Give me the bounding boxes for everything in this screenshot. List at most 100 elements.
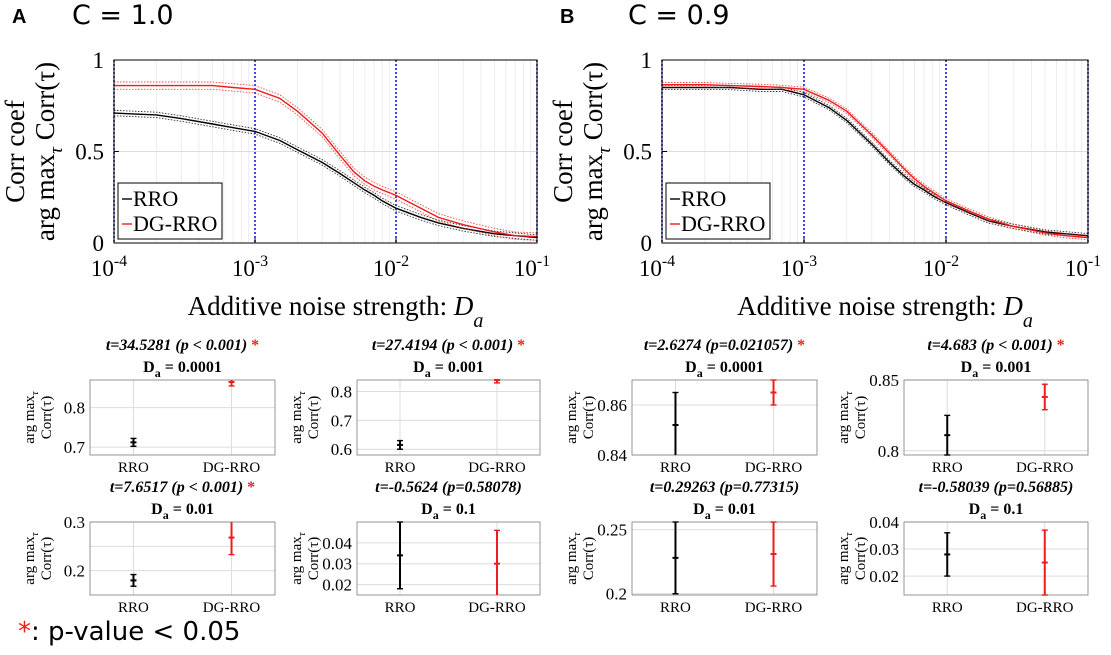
series-rro-upper-band [113, 109, 538, 236]
x-axis-label-subscript: a [473, 310, 483, 332]
subplot-x-label-dg-rro: DG-RRO [745, 460, 803, 476]
x-axis-label-text: Additive noise strength: [188, 291, 454, 321]
subplot-frame [631, 379, 818, 456]
subplot-y-label-line1: arg maxτ [564, 390, 583, 443]
x-tick-exponent: -3 [804, 253, 817, 270]
subplot-y-label-line1: arg maxτ [22, 531, 41, 584]
series-dgrro-lower-band [114, 88, 538, 241]
subplot-title-da-value: = 0.1 [986, 501, 1023, 518]
legend-entry: RRO [133, 186, 178, 211]
subplot-title-da-symbol: D [413, 359, 425, 376]
x-tick-label: 10-1 [1065, 253, 1101, 281]
subplot-y-label-line2: Corr(τ) [581, 537, 597, 581]
subplot-y-label-tau: τ [843, 390, 855, 395]
subplot-6: 0.8 0.85 RRO DG-RRO t=4.683 (p < 0.001) * Da … [836, 337, 1089, 476]
subplot-title-da-value: = 0.0001 [703, 359, 764, 376]
y-axis-label-tau: τ [46, 146, 67, 154]
subplot-title-da-subscript: a [705, 508, 711, 522]
subplot-title-da-value: = 0.0001 [161, 359, 222, 376]
series-rro-line [113, 112, 538, 239]
subplot-y-label-argmax: arg max [289, 536, 305, 585]
x-tick-exponent: -2 [946, 253, 959, 270]
subplot-title-da-subscript: a [425, 366, 431, 380]
subplot-area [357, 522, 540, 595]
y-tick-label: 1 [93, 48, 105, 73]
subplot-y-label-argmax: arg max [836, 395, 852, 444]
y-axis-label-argmax: arg max [30, 153, 60, 241]
series-dgrro-line [662, 83, 1089, 239]
subplot-x-label-rro: RRO [660, 600, 691, 616]
x-tick-label: 10-2 [923, 253, 959, 281]
subplot-y-tick-label: 0.2 [606, 585, 627, 604]
subplot-title-stat: t=27.4194 (p < 0.001) * [372, 337, 525, 354]
significance-star: * [793, 337, 805, 354]
subplot-x-label-rro: RRO [660, 460, 691, 476]
subplot-x-label-dg-rro: DG-RRO [1016, 460, 1074, 476]
subplot-x-label-rro: RRO [118, 460, 149, 476]
x-tick-label: 10-3 [781, 253, 817, 281]
x-tick-exponent: -3 [255, 253, 268, 270]
subplot-y-tick-label: 0.8 [64, 399, 85, 418]
subplot-frame [89, 521, 276, 596]
subplot-title-stat: t=0.29263 (p=0.77315) [650, 479, 799, 496]
subplot-frame [903, 521, 1089, 596]
subplot-x-label-rro: RRO [118, 600, 149, 616]
subplot-title-da: Da = 0.0001 [685, 359, 764, 380]
subplot-y-label-line1: arg maxτ [22, 390, 41, 443]
x-axis-label-symbol: D [1002, 291, 1023, 321]
subplot-y-tick-label: 0.86 [597, 396, 627, 415]
subplot-y-label-line2: Corr(τ) [306, 537, 322, 581]
panel-letter-a: A [12, 6, 27, 28]
subplot-title-stat: t=7.6517 (p < 0.001) * [110, 479, 255, 496]
subplot-title-da-subscript: a [972, 366, 978, 380]
legend-entry: DG-RRO [681, 211, 765, 236]
subplot-title-da: Da = 0.0001 [143, 359, 222, 380]
subplot-frame [356, 521, 541, 596]
y-axis-label-line1: Corr coef [0, 100, 30, 203]
y-axis-label-line2: arg maxτ Corr(τ) [578, 62, 615, 241]
subplot-frame [89, 379, 276, 456]
subplot-y-label-argmax: arg max [836, 536, 852, 585]
x-tick-exponent: -4 [114, 253, 127, 270]
x-axis-label-subscript: a [1023, 310, 1033, 332]
subplot-y-label-line2: Corr(τ) [306, 396, 322, 440]
significance-star: * [243, 479, 255, 496]
y-tick-label: 0 [93, 231, 105, 256]
subplot-y-label-argmax: arg max [22, 395, 38, 444]
subplot-y-label-tau: τ [843, 531, 855, 536]
condition-label-b: C = 0.9 [628, 0, 730, 31]
subplot-y-tick-label: 0.8 [331, 383, 352, 402]
x-tick-label: 10-2 [373, 253, 409, 281]
subplot-frame [356, 379, 541, 456]
subplot-y-label-line2: Corr(τ) [581, 396, 597, 440]
subplot-y-tick-label: 0.02 [322, 576, 352, 595]
subplot-y-label-tau: τ [296, 531, 308, 536]
x-tick-base: 10 [91, 256, 114, 281]
series-dgrro-lower-band [662, 86, 1089, 241]
subplot-title-stat-text: t=-0.5624 (p=0.58078) [375, 479, 522, 496]
x-axis-label: Additive noise strength: Da [737, 291, 1033, 332]
subplot-y-label-argmax: arg max [564, 536, 580, 585]
subplot-y-label-line2: Corr(τ) [853, 537, 869, 581]
subplot-title-da-symbol: D [693, 501, 705, 518]
subplot-2: 0.6 0.7 0.8 RRO DG-RRO t=27.4194 (p < 0.001) … [289, 337, 541, 476]
subplot-title-da-symbol: D [961, 359, 973, 376]
subplot-x-label-dg-rro: DG-RRO [745, 600, 803, 616]
subplot-x-label-dg-rro: DG-RRO [203, 460, 261, 476]
footnote: *: p-value < 0.05 [18, 617, 240, 647]
subplot-title-da: Da = 0.01 [151, 501, 214, 522]
subplot-title-stat-text: t=7.6517 (p < 0.001) [110, 479, 243, 496]
subplot-title-da-symbol: D [421, 501, 433, 518]
y-axis-label-corr: Corr(τ) [578, 62, 608, 147]
subplot-area [904, 522, 1088, 595]
series-rro-lower-band [113, 115, 538, 241]
subplot-y-label-line1: arg maxτ [289, 531, 308, 584]
subplot-y-tick-label: 0.3 [64, 513, 85, 532]
subplot-area [357, 380, 540, 455]
subplot-7: 0.2 0.25 RRO DG-RRO t=0.29263 (p=0.77315) Da … [564, 479, 818, 616]
subplot-y-tick-label: 0.03 [869, 540, 899, 559]
significance-star: * [513, 337, 525, 354]
subplot-x-label-rro: RRO [932, 600, 963, 616]
